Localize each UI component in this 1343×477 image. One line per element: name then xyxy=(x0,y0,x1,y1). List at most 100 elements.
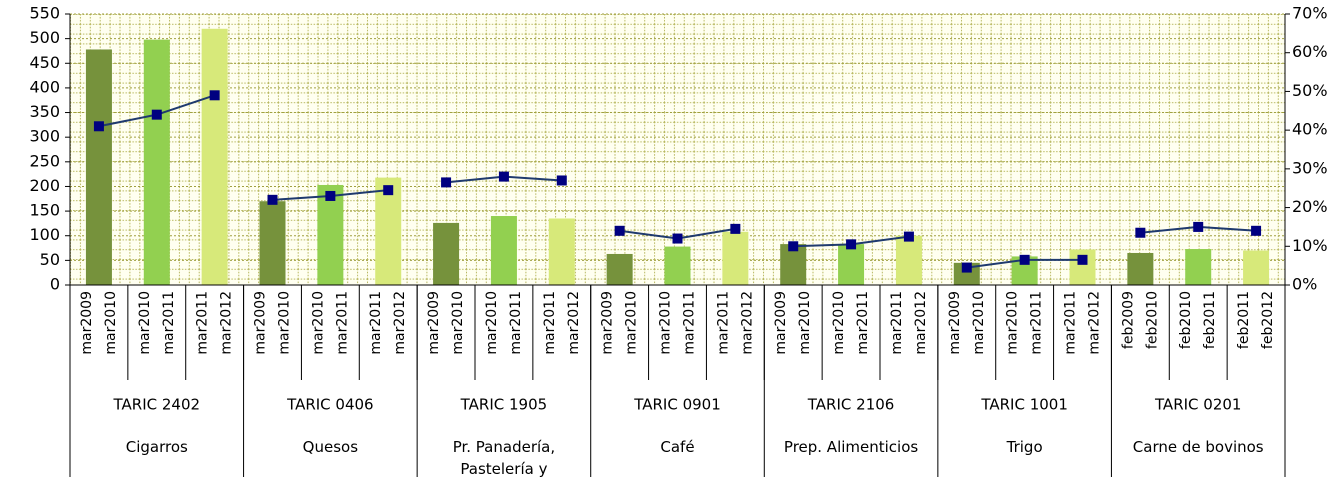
group-name: Pr. Panadería, Pastelería y xyxy=(452,438,556,477)
group-code: TARIC 0201 xyxy=(1154,396,1242,414)
line-marker xyxy=(961,262,972,273)
x-tick-label: feb2010 xyxy=(1178,291,1194,349)
group-name: Cigarros xyxy=(125,438,188,456)
bar xyxy=(953,262,980,285)
bar xyxy=(490,216,517,285)
x-tick-label: mar2011 xyxy=(682,291,698,355)
y2-tick-label: 30% xyxy=(1292,158,1328,177)
y-tick-label: 100 xyxy=(29,225,60,244)
group-code: TARIC 2106 xyxy=(807,396,895,414)
group-name: Café xyxy=(660,438,695,456)
group-name-box: Trigo xyxy=(1006,438,1043,456)
group-name: Carne de bovinos xyxy=(1132,438,1264,456)
x-tick-label: mar2010 xyxy=(797,291,813,355)
bar xyxy=(85,49,112,285)
line-marker xyxy=(730,223,741,234)
x-tick-label: mar2011 xyxy=(161,291,177,355)
bar xyxy=(201,28,228,285)
bar xyxy=(317,184,344,285)
y2-tick-label: 50% xyxy=(1292,81,1328,100)
x-tick-label: mar2011 xyxy=(334,291,350,355)
chart-layer: 0 50 100 150 200 250 300 350 400 450 500 550 0% 10% 20… xyxy=(29,4,1328,477)
group-code: TARIC 1001 xyxy=(980,396,1068,414)
line-marker xyxy=(209,90,220,101)
y-tick-label: 550 xyxy=(29,4,60,23)
x-tick-label: mar2009 xyxy=(426,291,442,355)
y-tick-label: 450 xyxy=(29,53,60,72)
plot-pattern xyxy=(70,14,1285,285)
x-tick-label: mar2012 xyxy=(913,291,929,355)
x-tick-label: mar2011 xyxy=(855,291,871,355)
x-tick-label: mar2009 xyxy=(253,291,269,355)
line-marker xyxy=(903,231,914,242)
y-tick-label: 300 xyxy=(29,127,60,146)
line-marker xyxy=(383,185,394,196)
x-tick-label: mar2012 xyxy=(392,291,408,355)
line-marker xyxy=(325,190,336,201)
line-marker xyxy=(1135,227,1146,238)
x-tick-label: mar2009 xyxy=(947,291,963,355)
x-tick-label: mar2010 xyxy=(137,291,153,355)
line-marker xyxy=(1251,225,1262,236)
x-tick-label: mar2011 xyxy=(1029,291,1045,355)
x-tick-label: mar2010 xyxy=(658,291,674,355)
group-name-box: Cigarros xyxy=(125,438,188,456)
x-tick-label: mar2010 xyxy=(1005,291,1021,355)
x-tick-label: mar2011 xyxy=(195,291,211,355)
x-tick-label: mar2010 xyxy=(103,291,119,355)
bar xyxy=(259,201,286,285)
x-tick-label: mar2012 xyxy=(566,291,582,355)
bar xyxy=(1127,252,1154,285)
y-tick-label: 350 xyxy=(29,102,60,121)
group-code: TARIC 2402 xyxy=(113,396,201,414)
y2-tick-label: 70% xyxy=(1292,4,1328,23)
line-marker xyxy=(556,175,567,186)
x-tick-label: mar2011 xyxy=(889,291,905,355)
line-marker xyxy=(846,239,857,250)
group-name: Trigo xyxy=(1006,438,1043,456)
bar xyxy=(375,177,402,285)
group-code: TARIC 0406 xyxy=(286,396,374,414)
x-tick-label: mar2011 xyxy=(368,291,384,355)
group-code: TARIC 1905 xyxy=(460,396,548,414)
line-marker xyxy=(93,121,104,132)
line-marker xyxy=(1193,221,1204,232)
x-tick-label: mar2012 xyxy=(739,291,755,355)
group-name-box: Prep. Alimenticios xyxy=(784,438,918,456)
y-tick-label: 400 xyxy=(29,77,60,96)
line-marker xyxy=(788,241,799,252)
x-tick-label: feb2009 xyxy=(1120,291,1136,349)
y2-tick-label: 40% xyxy=(1292,120,1328,139)
line-marker xyxy=(267,194,278,205)
x-tick-label: mar2011 xyxy=(542,291,558,355)
line-marker xyxy=(498,171,509,182)
y2-tick-label: 0% xyxy=(1292,275,1317,294)
x-tick-label: mar2010 xyxy=(277,291,293,355)
x-tick-label: mar2010 xyxy=(624,291,640,355)
x-tick-label: mar2010 xyxy=(310,291,326,355)
y2-tick-label: 60% xyxy=(1292,42,1328,61)
x-tick-label: mar2009 xyxy=(773,291,789,355)
x-tick-label: mar2010 xyxy=(450,291,466,355)
x-tick-label: mar2011 xyxy=(1063,291,1079,355)
line-marker xyxy=(1077,254,1088,265)
y-tick-label: 500 xyxy=(29,28,60,47)
x-tick-label: mar2012 xyxy=(1087,291,1103,355)
group-name-box: Pr. Panadería, Pastelería y xyxy=(452,438,556,477)
bar xyxy=(1185,249,1212,285)
bar xyxy=(143,39,170,285)
bar xyxy=(433,222,460,285)
bar xyxy=(664,246,691,285)
x-tick-label: mar2010 xyxy=(971,291,987,355)
y-tick-label: 50 xyxy=(40,250,60,269)
x-tick-label: feb2011 xyxy=(1202,291,1218,349)
y2-tick-label: 20% xyxy=(1292,197,1328,216)
y-tick-label: 150 xyxy=(29,201,60,220)
x-tick-label: feb2010 xyxy=(1144,291,1160,349)
bar xyxy=(838,244,865,285)
line-marker xyxy=(1019,254,1030,265)
group-name-box: Café xyxy=(660,438,695,456)
x-tick-label: mar2009 xyxy=(79,291,95,355)
line-marker xyxy=(441,177,452,188)
